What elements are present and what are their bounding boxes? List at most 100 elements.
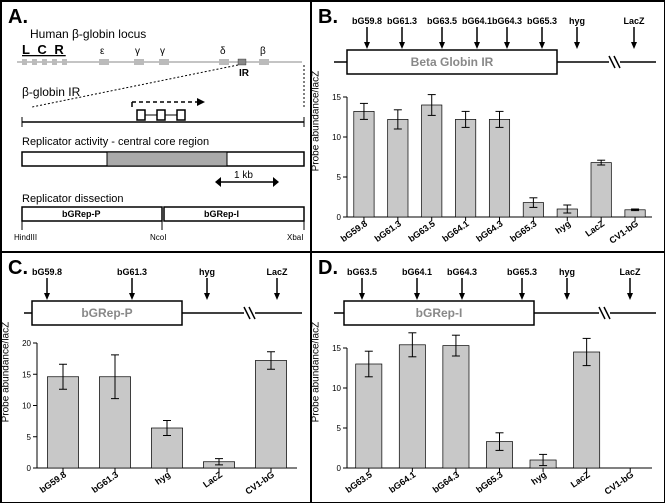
svg-text:5: 5 [337,173,342,182]
panel-c: C. Probe abundance/lacZ bGRep-PbG59.8bG6… [1,252,311,503]
gene-b: β [259,46,269,65]
probe-arrow-label: bG63.5 [427,16,457,26]
probe-arrow-label: bG64.3 [492,16,522,26]
category-label: LacZ [201,469,224,490]
svg-text:γ: γ [135,46,140,57]
category-label: bG59.8 [339,218,369,243]
bar [422,105,442,217]
svg-text:10: 10 [22,402,31,411]
panel-d-svg: bGRep-I bG63.5 bG64.1 bG64.3 bG65.3 hyg LacZ 0… [312,253,665,504]
panel-a: A. Human β-globin locus L C R ε γ γ δ β … [1,1,311,252]
category-label: bG64.3 [474,218,504,243]
gene-g1: γ [134,46,144,65]
category-label: LacZ [583,218,606,239]
svg-text:15: 15 [332,93,341,102]
probe-arrow-label: bG64.3 [447,267,477,277]
construct-b: Beta Globin IRbG59.8bG61.3bG63.5bG64.1bG… [334,16,656,74]
ir-label: IR [239,68,250,79]
site-3: XbaI [287,233,303,242]
category-label: hyg [153,469,172,486]
category-label: bG61.3 [90,469,120,494]
bar [356,364,382,468]
svg-text:20: 20 [22,339,31,348]
probe-arrow-label: bG61.3 [117,267,147,277]
bar [455,119,475,217]
bar [591,163,611,217]
lcr-label: L C R [22,42,66,57]
svg-text:10: 10 [332,384,341,393]
probe-arrow-label: hyg [199,267,215,277]
panel-b: B. Probe abundance/lacZ Beta Globin IR bG… [311,1,665,252]
category-label: LacZ [569,469,592,490]
bar [388,119,408,217]
ir-region-label: β-globin IR [22,85,81,99]
dissection-label: Replicator dissection [22,193,124,205]
site-2: NcoI [150,233,166,242]
region-label: bGRep-I [416,306,463,320]
scale-bar: 1 kb [215,170,279,187]
exon-2 [157,110,165,120]
rep-i-label: bGRep-I [204,209,239,219]
bar [47,377,78,468]
probe-arrow-label: bG63.5 [347,267,377,277]
gene-eps: ε [99,46,109,65]
probe-arrow-label: bG59.8 [32,267,62,277]
region-label: bGRep-P [81,306,132,320]
svg-text:10: 10 [332,133,341,142]
site-1: HindIII [14,233,37,242]
probe-arrow-label: bG64.1 [462,16,492,26]
probe-arrow-label: bG64.1 [402,267,432,277]
category-label: hyg [529,469,548,486]
category-label: bG64.3 [431,469,461,494]
replicator-activity-label: Replicator activity - central core regio… [22,136,209,148]
chart-c: 05101520bG59.8bG61.3hygLacZCV1-bG [22,339,297,497]
construct-d: bGRep-IbG63.5bG64.1bG64.3bG65.3hygLacZ [334,267,656,325]
svg-text:0: 0 [337,464,342,473]
category-label: bG64.1 [387,469,417,494]
category-label: bG65.3 [508,218,538,243]
category-label: CV1-bG [243,469,276,496]
svg-text:5: 5 [27,433,32,442]
ylabel-b: Probe abundance/lacZ [311,71,322,172]
panel-a-svg: Human β-globin locus L C R ε γ γ δ β IR … [2,2,312,253]
probe-arrow-label: hyg [569,16,585,26]
svg-text:15: 15 [332,344,341,353]
svg-text:5: 5 [337,424,342,433]
gene-g2: γ [159,46,169,65]
probe-arrow-label: hyg [559,267,575,277]
panel-d: D. Probe abundance/lacZ bGRep-IbG63.5bG6… [311,252,665,503]
svg-text:15: 15 [22,370,31,379]
category-label: CV1-bG [603,469,636,496]
probe-arrow-label: LacZ [619,267,641,277]
panel-letter-a: A. [8,6,28,29]
probe-arrow-label: bG59.8 [352,16,382,26]
panel-c-svg: bGRep-PbG59.8bG61.3hygLacZ 05101520bG59.… [2,253,312,504]
panel-letter-b: B. [318,6,338,29]
category-label: bG61.3 [373,218,403,243]
category-label: CV1-bG [607,218,640,245]
panel-letter-c: C. [8,257,28,280]
category-label: bG64.1 [440,218,470,243]
construct-c: bGRep-PbG59.8bG61.3hygLacZ [24,267,302,325]
probe-arrow-label: LacZ [623,16,645,26]
bar [489,119,509,217]
category-label: bG63.5 [407,218,437,243]
probe-arrow-label: bG65.3 [527,16,557,26]
ir-box [238,59,246,65]
category-label: hyg [554,218,573,235]
ylabel-d: Probe abundance/lacZ [311,322,322,423]
locus-title: Human β-globin locus [30,27,146,41]
panel-b-svg: Beta Globin IRbG59.8bG61.3bG63.5bG64.1bG… [312,2,665,253]
region-label: Beta Globin IR [411,55,494,69]
chart-b: 051015bG59.8bG61.3bG63.5bG64.1bG64.3bG65… [332,93,652,246]
svg-text:γ: γ [160,46,165,57]
svg-text:ε: ε [100,46,105,57]
category-label: bG63.5 [344,469,374,494]
bar [574,352,600,468]
bar [354,111,374,217]
category-label: bG65.3 [474,469,504,494]
rep-p-label: bGRep-P [62,209,101,219]
gene-d: δ [219,46,229,65]
bar [255,361,286,469]
probe-arrow-label: bG61.3 [387,16,417,26]
